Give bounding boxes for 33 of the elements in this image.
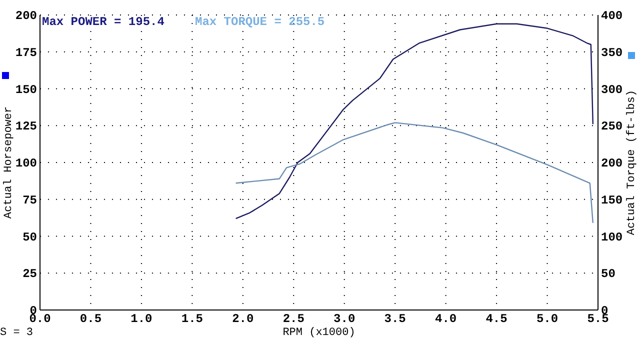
x-tick-label: 3.5 <box>384 312 406 326</box>
x-tick-label: 4.5 <box>486 312 508 326</box>
y-tick-label: 200 <box>15 9 37 23</box>
y2-tick-label: 50 <box>601 267 616 282</box>
x-tick-label: 2.0 <box>232 312 254 326</box>
y-tick-label: 75 <box>22 193 37 208</box>
y2-tick-label: 250 <box>601 120 623 134</box>
y-tick-label: 150 <box>15 82 37 97</box>
x-tick-label: 0.5 <box>80 312 102 326</box>
line-series <box>235 122 594 224</box>
y-tick-label: 50 <box>22 230 37 244</box>
y-tick-label: 175 <box>15 46 37 60</box>
y2-axis-title: Actual Torque (ft-lbs) <box>626 90 638 236</box>
y2-tick-label: 300 <box>601 82 623 97</box>
y-tick-label: 100 <box>15 156 37 170</box>
y2-tick-label: 350 <box>601 46 623 60</box>
y2-tick-label: 400 <box>601 9 623 23</box>
x-tick-label: 1.0 <box>130 312 152 326</box>
x-tick-label: 2.5 <box>282 312 304 326</box>
x-tick-label: 4.0 <box>435 312 457 326</box>
text: S = 3 <box>0 327 34 338</box>
y-axis-title: Actual Horsepower <box>3 106 15 219</box>
x-tick-label: 3.0 <box>334 312 356 326</box>
annotation: Max POWER = 195.4 <box>42 15 164 29</box>
x-axis-title: RPM (x1000) <box>282 327 356 338</box>
y-tick-label: 125 <box>15 120 37 134</box>
x-tick-label: 1.5 <box>181 312 203 326</box>
y2-tick-label: 150 <box>601 193 623 208</box>
annotation: Max TORQUE = 255.5 <box>195 15 325 29</box>
y2-tick-label: 200 <box>601 156 623 170</box>
y2-tick-label: 100 <box>601 230 623 244</box>
x-tick-label: 5.0 <box>536 312 558 326</box>
y-tick-label: 25 <box>22 267 37 282</box>
